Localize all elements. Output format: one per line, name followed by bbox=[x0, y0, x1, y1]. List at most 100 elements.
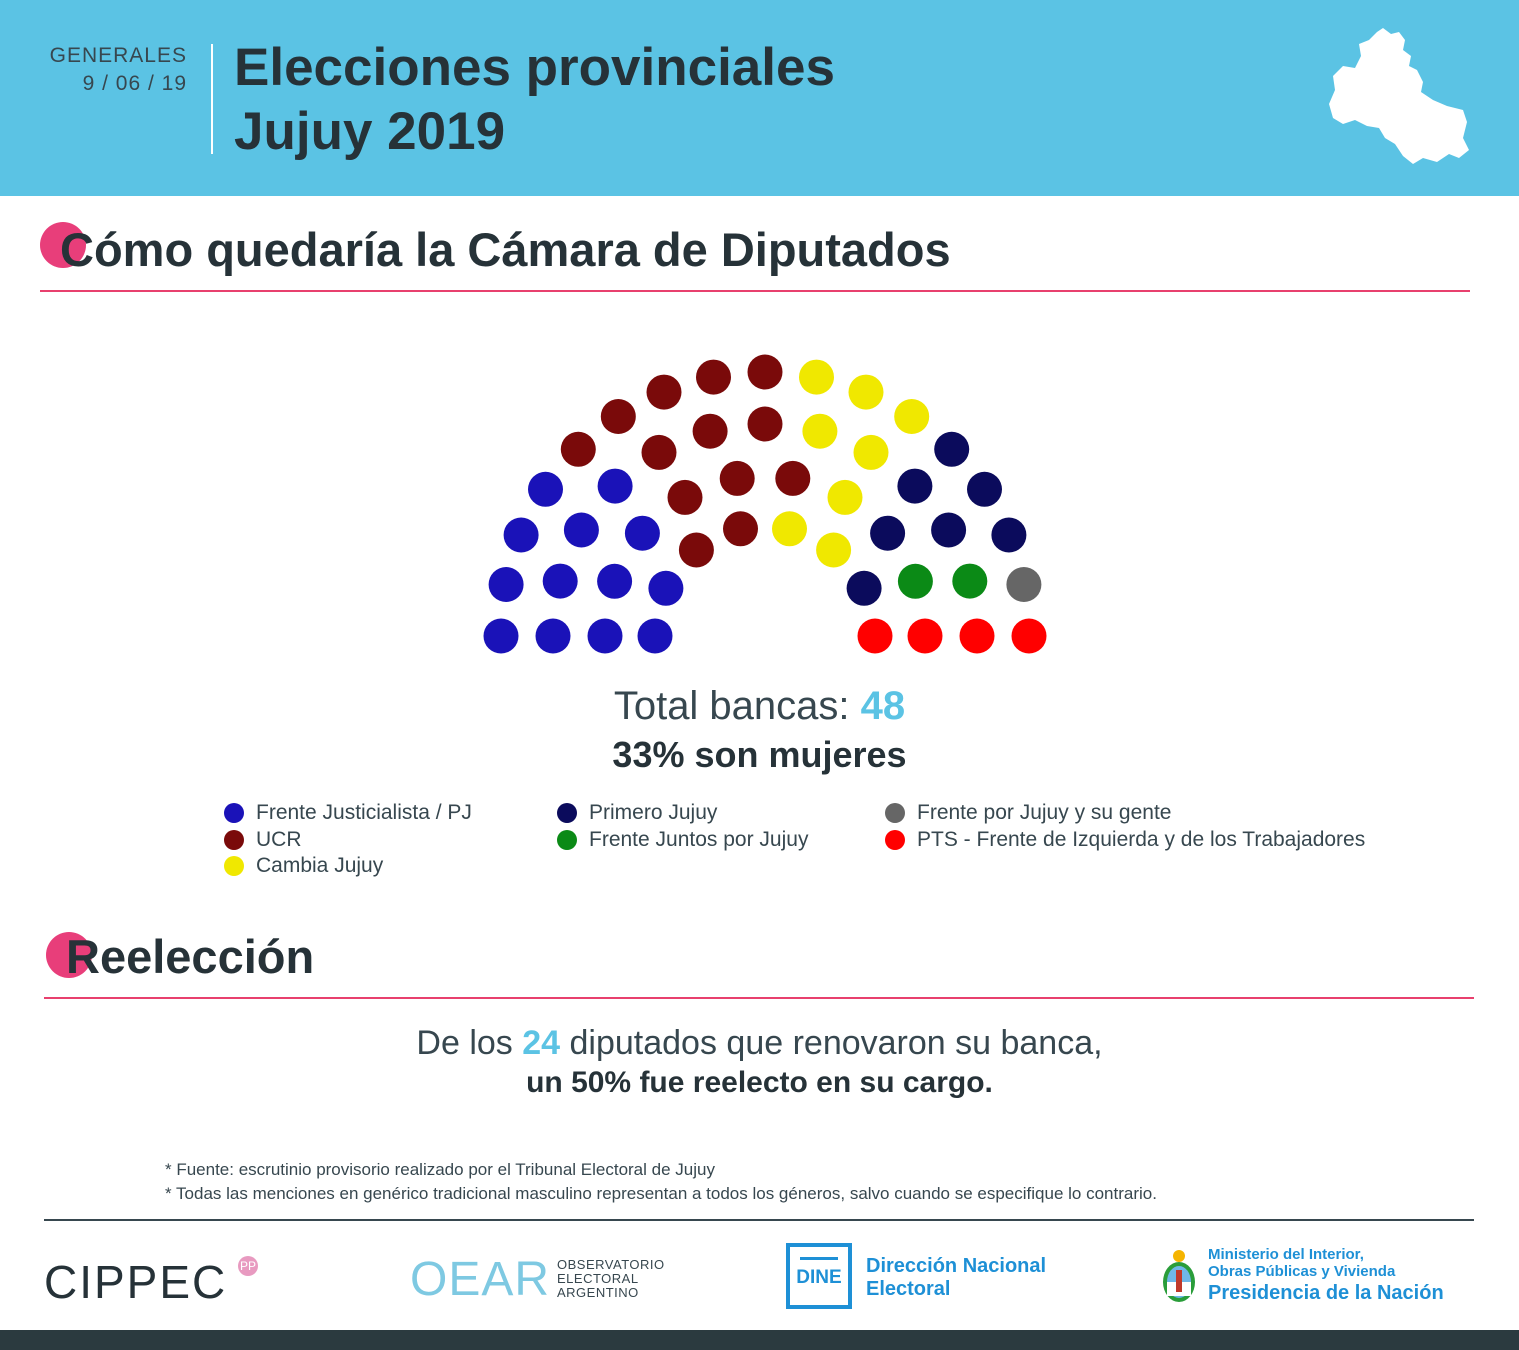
header-banner: GENERALES 9 / 06 / 19 Elecciones provinc… bbox=[0, 0, 1519, 196]
ministry-name: Ministerio del Interior, Obras Públicas … bbox=[1208, 1246, 1444, 1306]
section-title-rest: ómo quedaría la Cámara de Diputados bbox=[93, 223, 951, 276]
seat-2-8 bbox=[723, 511, 758, 547]
jujuy-map-icon bbox=[1329, 28, 1469, 164]
ministry-line-1: Ministerio del Interior, bbox=[1208, 1246, 1364, 1263]
dine-name: Dirección Nacional Electoral bbox=[866, 1255, 1046, 1301]
section-bullet bbox=[40, 222, 86, 268]
oear-line-1: OBSERVATORIO bbox=[557, 1257, 665, 1272]
seat-1-5 bbox=[488, 567, 524, 602]
seat-3-8 bbox=[816, 532, 852, 568]
seat-1-11 bbox=[528, 471, 563, 507]
seat-4-6 bbox=[846, 570, 882, 606]
legend-swatch bbox=[885, 803, 905, 823]
section-rule bbox=[40, 290, 1470, 292]
legend-swatch bbox=[224, 856, 244, 876]
legend-swatch bbox=[557, 830, 577, 850]
seat-5-1 bbox=[897, 563, 933, 599]
seat-4-4 bbox=[967, 471, 1002, 507]
legend-swatch bbox=[224, 803, 244, 823]
seat-3-4 bbox=[848, 374, 884, 410]
dine-abbr: DINE bbox=[796, 1267, 842, 1288]
seat-1-9 bbox=[648, 570, 684, 606]
total-seats: Total bancas: 48 bbox=[0, 684, 1519, 729]
seat-4-7 bbox=[991, 517, 1027, 553]
title-line-2: Jujuy 2019 bbox=[234, 102, 506, 161]
seat-1-3 bbox=[535, 618, 571, 654]
section-bullet bbox=[46, 932, 92, 978]
page-title: Elecciones provinciales Jujuy 2019 bbox=[234, 36, 835, 164]
dine-line-2: Electoral bbox=[866, 1278, 951, 1300]
seat-2-3 bbox=[600, 399, 636, 434]
reelection-line-1: De los 24 diputados que renovaron su ban… bbox=[0, 1024, 1519, 1063]
section-title-reeleccion: Reelección bbox=[66, 929, 314, 984]
seat-2-10 bbox=[719, 460, 755, 496]
footer-rule bbox=[44, 1219, 1474, 1221]
reelection-line-2: un 50% fue reelecto en su cargo. bbox=[526, 1066, 993, 1099]
seat-2-12 bbox=[747, 354, 783, 390]
seat-7-2 bbox=[907, 618, 943, 654]
seat-4-3 bbox=[870, 515, 906, 551]
seat-2-11 bbox=[747, 406, 783, 442]
seat-3-7 bbox=[894, 399, 930, 434]
legend-label: Frente por Jujuy y su gente bbox=[917, 801, 1172, 824]
dine-line-1: Dirección Nacional bbox=[866, 1255, 1047, 1277]
title-line-1: Elecciones provinciales bbox=[234, 38, 835, 97]
seat-1-12 bbox=[624, 515, 660, 551]
election-date: 9 / 06 / 19 bbox=[82, 72, 187, 95]
election-date-block: GENERALES 9 / 06 / 19 bbox=[30, 42, 187, 98]
seat-1-10 bbox=[563, 512, 599, 548]
seat-2-7 bbox=[692, 413, 728, 449]
section-title-rest: eelección bbox=[99, 930, 315, 983]
seat-2-6 bbox=[646, 374, 682, 410]
legend-label: Primero Jujuy bbox=[589, 801, 718, 824]
seat-2-2 bbox=[678, 532, 714, 568]
cippec-badge: PP bbox=[238, 1256, 258, 1276]
total-value: 48 bbox=[860, 684, 906, 728]
seat-2-9 bbox=[696, 359, 731, 395]
seat-1-13 bbox=[597, 468, 633, 504]
women-share: 33% son mujeres bbox=[612, 734, 907, 775]
seat-2-5 bbox=[641, 434, 677, 470]
ministry-line-3: Presidencia de la Nación bbox=[1208, 1282, 1444, 1304]
legend-label: Cambia Jujuy bbox=[256, 854, 384, 877]
legend-label: PTS - Frente de Izquierda y de los Traba… bbox=[917, 828, 1366, 851]
seat-4-2 bbox=[934, 431, 970, 467]
total-label: Total bancas: bbox=[613, 684, 850, 728]
seat-3-5 bbox=[827, 479, 863, 515]
seat-1-6 bbox=[542, 563, 578, 599]
seat-2-1 bbox=[560, 431, 596, 467]
national-shield-icon bbox=[1163, 1250, 1195, 1302]
section-title-initial: C bbox=[60, 223, 94, 276]
reelection-pre: De los bbox=[416, 1024, 513, 1062]
seat-1-4 bbox=[483, 618, 519, 654]
oear-line-2: ELECTORAL bbox=[557, 1271, 639, 1286]
section-title-initial: R bbox=[66, 930, 100, 983]
cippec-logo: CIPPEC bbox=[44, 1256, 228, 1308]
oear-subtitle: OBSERVATORIO ELECTORAL ARGENTINO bbox=[557, 1258, 665, 1300]
parliament-chart bbox=[483, 354, 1047, 654]
reelection-number: 24 bbox=[522, 1024, 561, 1062]
oear-logo: OEAR bbox=[410, 1253, 551, 1306]
reelection-post: diputados que renovaron su banca, bbox=[569, 1024, 1103, 1062]
seat-3-3 bbox=[802, 413, 838, 449]
seat-3-1 bbox=[799, 359, 834, 395]
header-divider bbox=[211, 44, 213, 154]
legend-swatch bbox=[224, 830, 244, 850]
legend-label: UCR bbox=[256, 828, 302, 851]
seat-3-6 bbox=[853, 434, 889, 470]
seat-7-3 bbox=[959, 618, 995, 654]
seat-7-4 bbox=[1011, 618, 1047, 654]
dine-logo-bar bbox=[800, 1257, 838, 1260]
dine-logo: DINE bbox=[786, 1243, 852, 1309]
seat-6-1 bbox=[1006, 567, 1042, 602]
legend-swatch bbox=[557, 803, 577, 823]
election-type: GENERALES bbox=[49, 44, 187, 67]
seat-4-5 bbox=[931, 512, 967, 548]
legend-label: Frente Juntos por Jujuy bbox=[589, 828, 809, 851]
seat-2-13 bbox=[775, 460, 811, 496]
ministry-line-2: Obras Públicas y Vivienda bbox=[1208, 1263, 1396, 1280]
footer-bar bbox=[0, 1330, 1519, 1350]
seat-1-8 bbox=[503, 517, 539, 553]
seat-1-7 bbox=[597, 563, 633, 599]
oear-line-3: ARGENTINO bbox=[557, 1285, 639, 1300]
